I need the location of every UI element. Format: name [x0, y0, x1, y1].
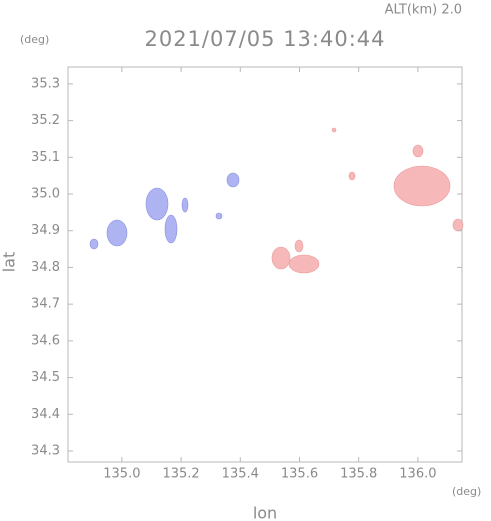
y-tick-label: 34.7 [31, 297, 60, 312]
echo-blob [348, 171, 356, 181]
x-unit: (deg) [452, 485, 481, 498]
x-tick-label: 136.0 [399, 467, 436, 482]
y-axis-label: lat [0, 252, 19, 273]
y-tick-label: 34.3 [31, 443, 60, 458]
echo-blob [215, 212, 223, 220]
y-tick-label: 34.5 [31, 370, 60, 385]
altitude-label: ALT(km) 2.0 [385, 3, 462, 18]
x-axis-label: lon [253, 504, 277, 521]
x-tick-label: 135.8 [340, 467, 377, 482]
y-tick-label: 34.9 [31, 223, 60, 238]
echo-blob [412, 144, 424, 158]
echo-blob [106, 219, 128, 247]
echo-blob [294, 239, 304, 253]
y-tick-label: 35.1 [31, 150, 60, 165]
plot-frame [67, 66, 463, 463]
echo-blob [271, 246, 291, 270]
echo-blob [89, 238, 99, 250]
y-tick-label: 34.8 [31, 260, 60, 275]
y-unit: (deg) [20, 33, 49, 46]
echo-blob [331, 127, 337, 133]
echo-blob [181, 197, 189, 213]
x-tick-label: 135.6 [281, 467, 318, 482]
x-tick-label: 135.0 [103, 467, 140, 482]
echo-blob [288, 254, 320, 274]
x-tick-label: 135.4 [222, 467, 259, 482]
echo-blob [226, 172, 240, 188]
y-tick-label: 35.0 [31, 187, 60, 202]
x-tick-label: 135.2 [162, 467, 199, 482]
chart-title: 2021/07/05 13:40:44 [144, 27, 385, 51]
echo-blob [145, 187, 169, 221]
echo-blobs [89, 127, 464, 274]
echo-blob [164, 214, 178, 244]
y-tick-label: 35.3 [31, 76, 60, 91]
y-tick-label: 34.4 [31, 407, 60, 422]
y-tick-label: 35.2 [31, 113, 60, 128]
y-tick-label: 34.6 [31, 333, 60, 348]
echo-blob [452, 218, 464, 232]
echo-blob [393, 165, 451, 207]
